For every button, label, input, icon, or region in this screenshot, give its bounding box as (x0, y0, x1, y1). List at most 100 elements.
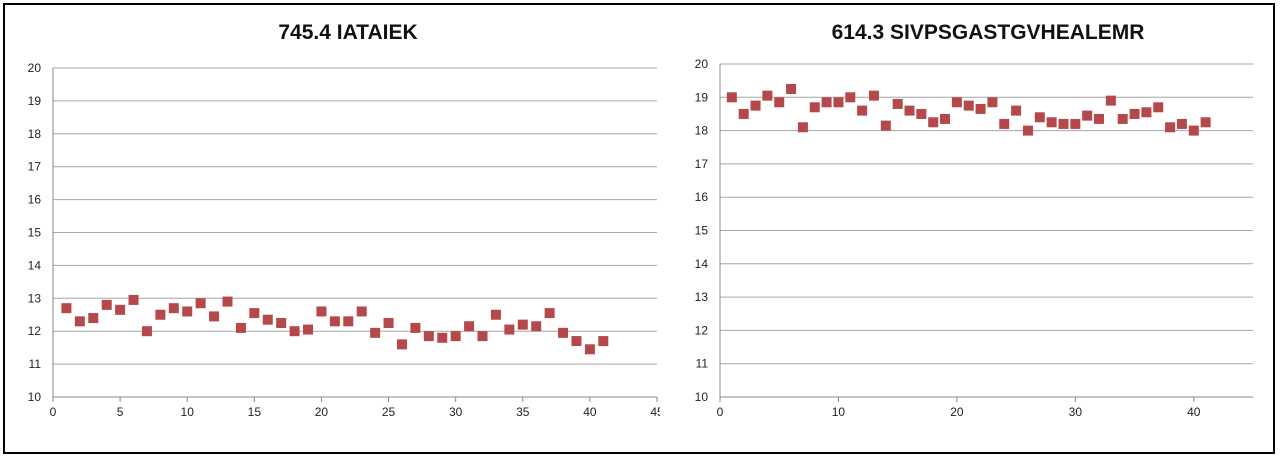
data-point-right-37 (1153, 102, 1164, 113)
chart-title-left: 745.4 IATAIEK (278, 21, 417, 44)
y-tick-label-left-19: 19 (28, 94, 42, 108)
y-tick-label-right-15: 15 (695, 224, 709, 238)
data-point-left-5 (115, 304, 126, 315)
data-point-right-18 (928, 117, 939, 128)
data-point-right-5 (774, 97, 785, 108)
data-point-left-8 (155, 309, 166, 320)
y-tick-label-right-19: 19 (695, 90, 709, 104)
data-point-left-13 (222, 296, 233, 307)
y-tick-label-right-18: 18 (695, 124, 709, 138)
data-point-left-11 (195, 298, 206, 309)
data-point-right-36 (1141, 107, 1152, 118)
data-point-right-39 (1176, 118, 1187, 129)
data-point-left-7 (141, 326, 152, 337)
data-point-left-40 (584, 344, 595, 355)
data-point-left-33 (490, 309, 501, 320)
data-point-left-41 (598, 336, 609, 347)
data-point-right-2 (738, 108, 749, 119)
y-tick-label-left-20: 20 (28, 61, 42, 75)
y-tick-label-right-10: 10 (695, 390, 709, 404)
data-point-left-10 (182, 306, 193, 317)
data-point-left-36 (531, 321, 542, 332)
y-tick-label-left-12: 12 (28, 324, 42, 338)
chart-title-right: 614.3 SIVPSGASTGVHEALEMR (832, 21, 1145, 44)
data-point-right-1 (726, 92, 737, 103)
x-tick-label-right-40: 40 (1187, 405, 1201, 419)
y-tick-label-right-11: 11 (696, 357, 709, 371)
data-point-right-9 (821, 97, 832, 108)
data-point-left-26 (396, 339, 407, 350)
data-point-left-37 (544, 308, 555, 319)
x-tick-label-left-25: 25 (382, 405, 396, 419)
data-point-right-22 (975, 103, 986, 114)
data-point-left-17 (276, 317, 287, 328)
data-point-left-21 (329, 316, 340, 327)
data-point-left-18 (289, 326, 300, 337)
y-tick-label-right-14: 14 (695, 257, 709, 271)
y-tick-label-left-11: 11 (29, 357, 42, 371)
data-point-left-19 (303, 324, 314, 335)
data-point-right-29 (1058, 118, 1069, 129)
y-tick-label-right-12: 12 (695, 323, 709, 337)
data-point-left-38 (558, 327, 569, 338)
data-point-left-2 (74, 316, 85, 327)
x-tick-label-right-10: 10 (832, 405, 846, 419)
y-tick-label-right-13: 13 (695, 290, 709, 304)
data-point-left-20 (316, 306, 327, 317)
x-tick-label-left-5: 5 (117, 405, 124, 419)
data-point-right-16 (904, 105, 915, 116)
data-point-right-25 (1011, 105, 1022, 116)
data-point-left-12 (209, 311, 220, 322)
data-point-left-28 (423, 331, 434, 342)
data-point-left-16 (262, 314, 273, 325)
x-tick-label-left-30: 30 (449, 405, 463, 419)
y-tick-label-right-16: 16 (695, 190, 709, 204)
data-point-right-19 (940, 113, 951, 124)
data-point-right-15 (892, 98, 903, 109)
data-point-left-6 (128, 294, 139, 305)
data-point-right-20 (951, 97, 962, 108)
y-tick-label-left-10: 10 (28, 390, 42, 404)
data-point-left-3 (88, 313, 99, 324)
data-point-right-11 (845, 92, 856, 103)
y-tick-label-left-15: 15 (28, 226, 42, 240)
data-point-right-41 (1200, 117, 1211, 128)
y-tick-label-left-16: 16 (28, 193, 42, 207)
x-tick-label-left-40: 40 (583, 405, 597, 419)
data-point-left-30 (450, 331, 461, 342)
data-point-right-6 (786, 83, 797, 94)
data-point-left-22 (343, 316, 354, 327)
data-point-left-27 (410, 322, 421, 333)
data-point-right-4 (762, 90, 773, 101)
data-point-right-3 (750, 100, 761, 111)
data-point-right-32 (1094, 113, 1105, 124)
y-tick-label-right-17: 17 (695, 157, 709, 171)
data-point-right-12 (857, 105, 868, 116)
data-point-right-21 (963, 100, 974, 111)
data-point-right-23 (987, 97, 998, 108)
data-point-right-7 (797, 122, 808, 133)
x-tick-label-left-15: 15 (248, 405, 262, 419)
data-point-left-4 (101, 299, 112, 310)
x-tick-label-left-10: 10 (181, 405, 195, 419)
data-point-right-40 (1188, 125, 1199, 136)
data-point-right-26 (1022, 125, 1033, 136)
scatter-chart-right: 614.3 SIVPSGASTGVHEALEMR 10 11 12 13 14 15 16 17… (695, 21, 1253, 419)
data-point-right-34 (1117, 113, 1128, 124)
data-point-left-34 (504, 324, 515, 335)
y-tick-label-left-13: 13 (28, 291, 42, 305)
scatter-chart-left: 745.4 IATAIEK 10 11 12 13 14 15 16 17 18 19 20 0 5 10 1… (28, 21, 660, 419)
data-point-right-8 (809, 102, 820, 113)
x-tick-label-right-0: 0 (717, 405, 724, 419)
data-point-left-25 (383, 317, 394, 328)
data-point-right-27 (1034, 112, 1045, 123)
data-point-right-17 (916, 108, 927, 119)
data-point-left-9 (168, 303, 179, 314)
data-point-left-23 (356, 306, 367, 317)
data-point-right-13 (868, 90, 879, 101)
data-point-left-29 (437, 332, 448, 343)
y-tick-label-left-17: 17 (28, 160, 42, 174)
x-tick-label-left-45: 45 (650, 405, 660, 419)
x-tick-label-right-20: 20 (950, 405, 964, 419)
data-point-right-14 (880, 120, 891, 131)
